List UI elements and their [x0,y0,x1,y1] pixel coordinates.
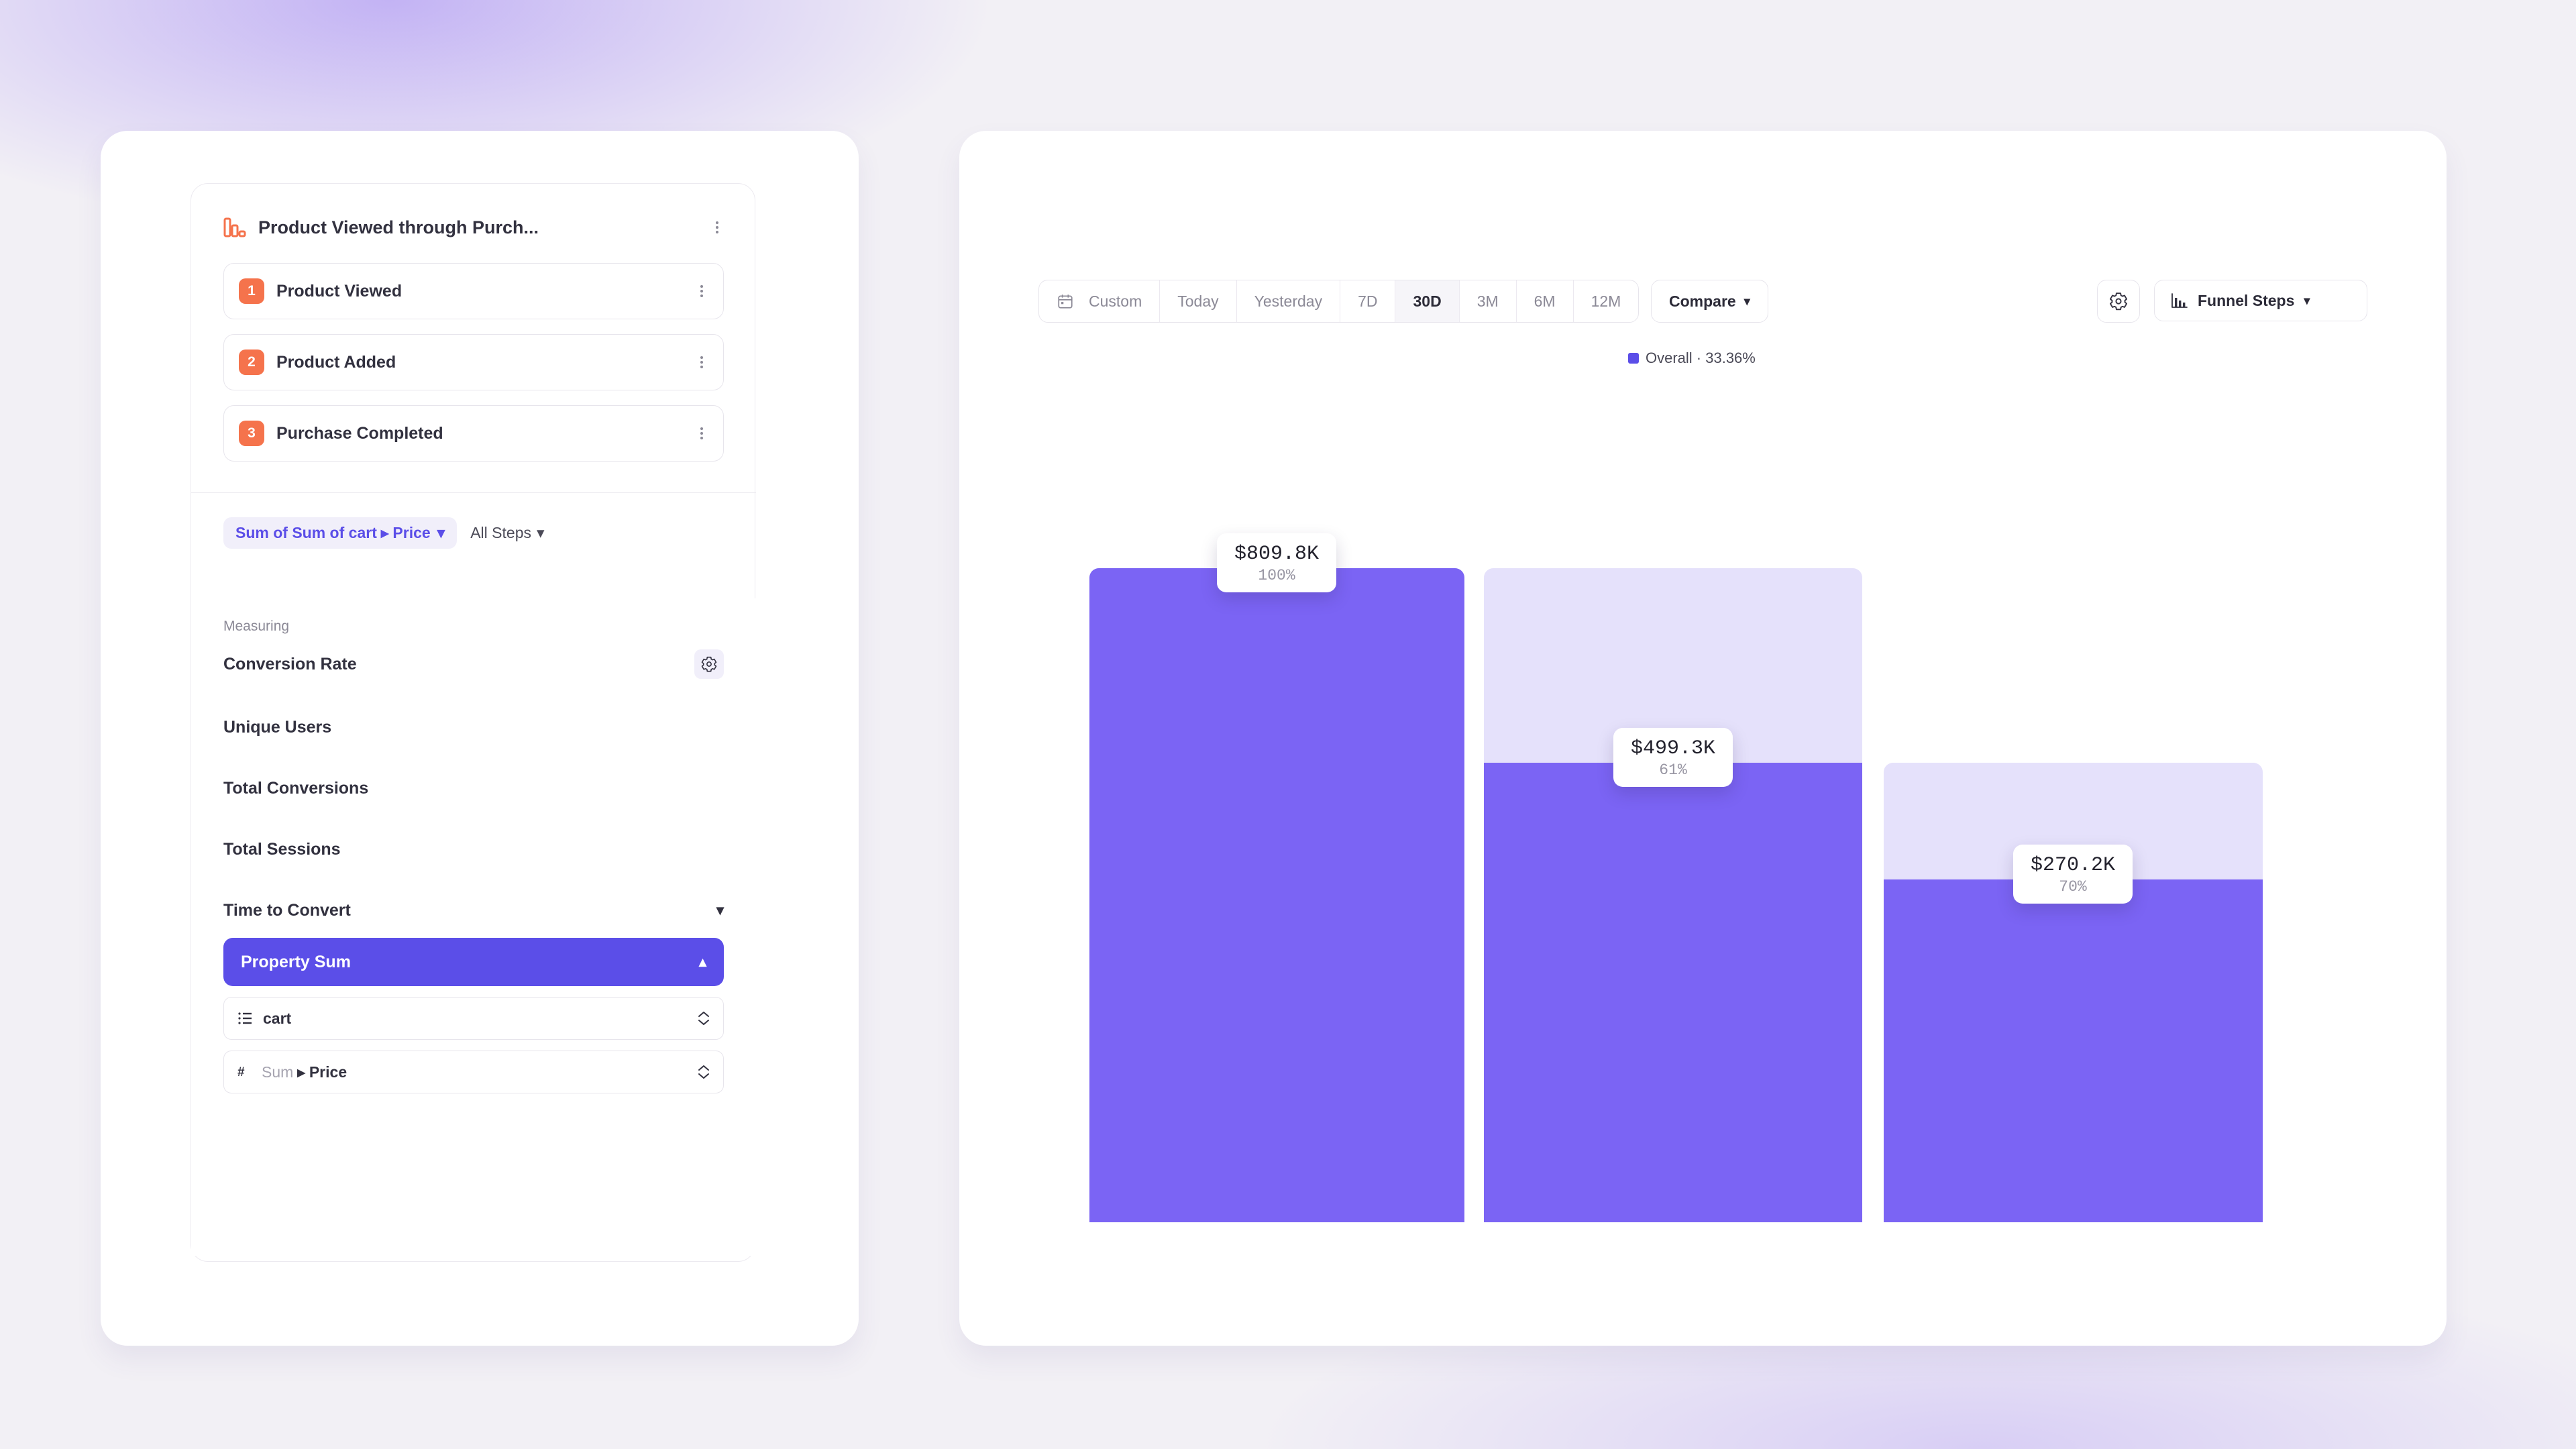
svg-text:#: # [237,1065,245,1079]
